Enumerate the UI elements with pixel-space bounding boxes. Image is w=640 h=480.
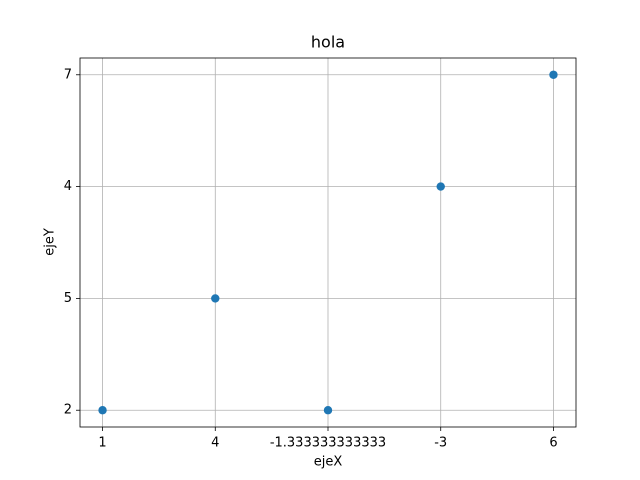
x-tick-label: 1: [98, 436, 106, 451]
plot-area: [80, 58, 576, 427]
point: [98, 406, 107, 415]
y-tick-label: 2: [64, 403, 72, 418]
x-tick-label: -3: [434, 436, 447, 451]
y-tick-label: 4: [64, 179, 72, 194]
point: [436, 182, 445, 191]
point: [323, 406, 333, 415]
point: [549, 70, 558, 79]
x-axis-label: ejeX: [314, 455, 343, 470]
x-tick-label: -1.333333333333: [270, 436, 386, 451]
y-tick-label: 5: [64, 291, 72, 306]
point: [211, 294, 220, 303]
y-tick-label: 7: [64, 67, 72, 82]
x-tick-label: 6: [549, 436, 557, 451]
chart-title: hola: [311, 33, 345, 52]
y-axis-label: ejeY: [43, 228, 58, 256]
x-tick-label: 4: [211, 436, 219, 451]
